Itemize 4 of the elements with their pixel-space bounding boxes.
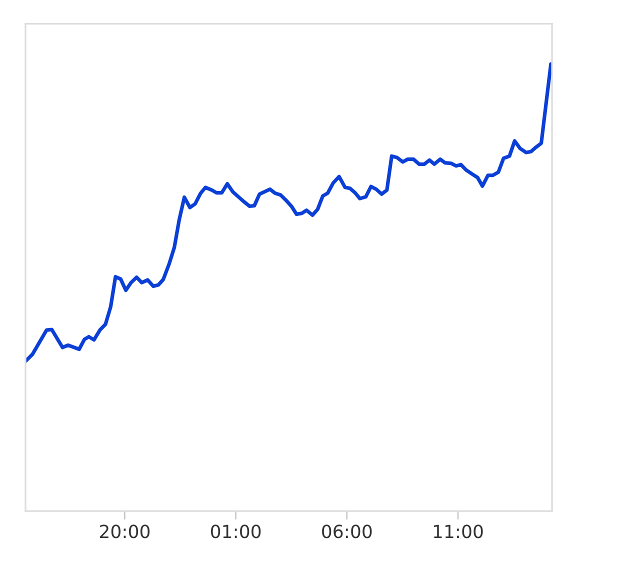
x-tick-label: 20:00 [100,524,150,538]
x-tick-label: 01:00 [210,524,261,538]
x-tick-label: 11:00 [434,524,483,538]
x-tick-label: 06:00 [322,524,372,538]
